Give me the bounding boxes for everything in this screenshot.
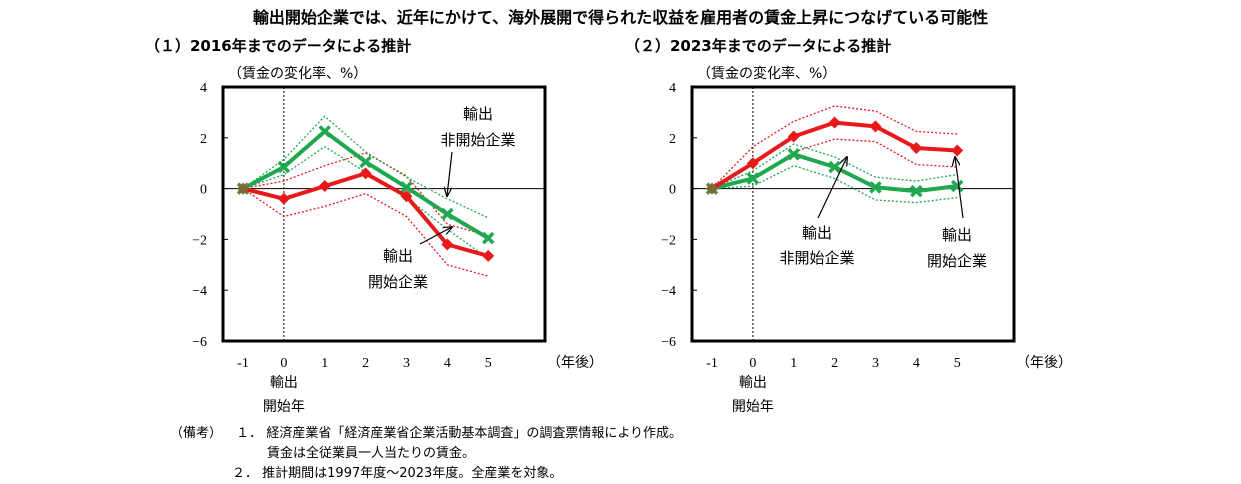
data-point	[910, 141, 923, 154]
y-tick-label: 4	[669, 81, 676, 96]
annotation-text: 輸出	[942, 226, 972, 244]
x-tick-label: 2	[362, 356, 369, 371]
x-tick-label: 5	[954, 356, 961, 371]
x-axis-label: （年後）	[1016, 355, 1072, 371]
data-point	[950, 179, 964, 193]
data-point	[237, 182, 249, 195]
panel-title: （２）2023年までのデータによる推計	[625, 37, 891, 55]
y-tick-label: −6	[661, 335, 676, 350]
data-point	[706, 182, 718, 195]
x-tick-label: -1	[706, 356, 718, 371]
y-tick-label: 2	[200, 132, 207, 147]
data-point	[787, 148, 800, 161]
data-point	[359, 155, 372, 169]
x-tick-label: 0	[280, 356, 287, 371]
y-axis-unit-label: （賃金の変化率、%）	[228, 65, 367, 82]
chart-panel-2023: （２）2023年までのデータによる推計 （賃金の変化率、%） 4 2 0 −2 −4 −6 -1…	[625, 37, 1072, 415]
data-point	[277, 160, 291, 174]
note-text: 推計期間は1997年度～2023年度。全産業を対象。	[262, 466, 563, 481]
data-point	[828, 116, 841, 129]
y-tick-label: 0	[669, 183, 676, 198]
x-tick-label: 1	[321, 356, 328, 371]
data-point	[482, 249, 495, 262]
note-label: （備考）	[170, 426, 223, 441]
x-tick-label: 3	[403, 356, 410, 371]
main-title: 輸出開始企業では、近年にかけて、海外展開で得られた収益を雇用者の賃金上昇につなげ…	[252, 8, 989, 27]
data-point	[910, 184, 923, 198]
annotation-text: 非開始企業	[440, 131, 515, 149]
annotation-arrow	[955, 157, 964, 219]
x-tick-label: 1	[790, 356, 797, 371]
x-tick-label: 3	[872, 356, 879, 371]
data-point	[277, 192, 290, 205]
annotation-text: 輸出	[463, 105, 493, 123]
confidence-band-upper	[711, 143, 958, 190]
data-point	[787, 130, 800, 143]
x-tick-label: 4	[444, 356, 451, 371]
x-zero-label: 開始年	[263, 399, 305, 415]
data-point	[746, 157, 759, 170]
confidence-band-upper	[242, 152, 489, 237]
x-tick-label: 2	[831, 356, 838, 371]
annotation-arrow	[419, 227, 452, 245]
x-tick-label: 4	[913, 356, 920, 371]
x-tick-label: 0	[749, 356, 756, 371]
y-tick-label: 0	[200, 183, 207, 198]
data-point	[441, 238, 454, 251]
panel-title: （１）2016年までのデータによる推計	[145, 37, 411, 55]
data-point	[359, 167, 372, 180]
plot-frame	[690, 85, 1016, 343]
y-tick-label: −2	[661, 233, 676, 248]
data-point	[481, 231, 495, 245]
plot-frame	[221, 85, 547, 343]
annotation-arrow	[447, 151, 453, 196]
note-number: １．	[236, 426, 263, 441]
note-text: 経済産業省「経済産業省企業活動基本調査」の調査票情報により作成。	[266, 426, 683, 441]
x-zero-label: 輸出	[270, 375, 298, 391]
note-row: 賃金は全従業員一人当たりの賃金。	[170, 444, 682, 464]
data-point	[869, 120, 882, 133]
data-point	[869, 181, 882, 194]
annotation-arrow	[817, 157, 847, 219]
data-point	[318, 180, 331, 193]
chart-figure: （１）2016年までのデータによる推計 （賃金の変化率、%） 4 2 0 −2 −4 −6 -1…	[145, 37, 1072, 415]
x-zero-label: 開始年	[732, 399, 774, 415]
chart-panel-2016: （１）2016年までのデータによる推計 （賃金の変化率、%） 4 2 0 −2 −4 −6 -1…	[145, 37, 603, 415]
y-tick-label: 4	[200, 81, 207, 96]
note-row: （備考） １． 経済産業省「経済産業省企業活動基本調査」の調査票情報により作成。	[170, 424, 682, 444]
y-tick-label: −4	[192, 284, 207, 299]
data-point	[400, 190, 413, 203]
y-tick-label: −6	[192, 335, 207, 350]
note-text: 賃金は全従業員一人当たりの賃金。	[267, 446, 476, 461]
x-tick-label: -1	[237, 356, 249, 371]
data-point	[318, 125, 331, 138]
notes: （備考） １． 経済産業省「経済産業省企業活動基本調査」の調査票情報により作成。…	[170, 424, 682, 484]
y-tick-label: 2	[669, 132, 676, 147]
confidence-band-lower	[711, 165, 958, 204]
x-axis-label: （年後）	[547, 355, 603, 371]
annotation-text: 輸出	[802, 224, 832, 242]
annotation-text: 開始企業	[927, 252, 987, 270]
annotation-text: 開始企業	[368, 273, 428, 291]
y-tick-label: −4	[661, 284, 676, 299]
note-number: ２．	[232, 466, 259, 481]
y-tick-label: −2	[192, 233, 207, 248]
data-point	[828, 160, 841, 174]
data-point	[400, 181, 413, 194]
y-axis-unit-label: （賃金の変化率、%）	[697, 65, 836, 82]
confidence-band-upper	[711, 105, 958, 190]
note-row: ２． 推計期間は1997年度～2023年度。全産業を対象。	[170, 464, 682, 484]
annotation-text: 非開始企業	[779, 249, 854, 267]
x-tick-label: 5	[485, 356, 492, 371]
annotation-text: 輸出	[383, 247, 413, 265]
data-point	[441, 207, 454, 221]
data-point	[951, 144, 964, 157]
confidence-band-lower	[242, 188, 489, 277]
data-point	[746, 172, 760, 185]
x-zero-label: 輸出	[739, 375, 767, 391]
